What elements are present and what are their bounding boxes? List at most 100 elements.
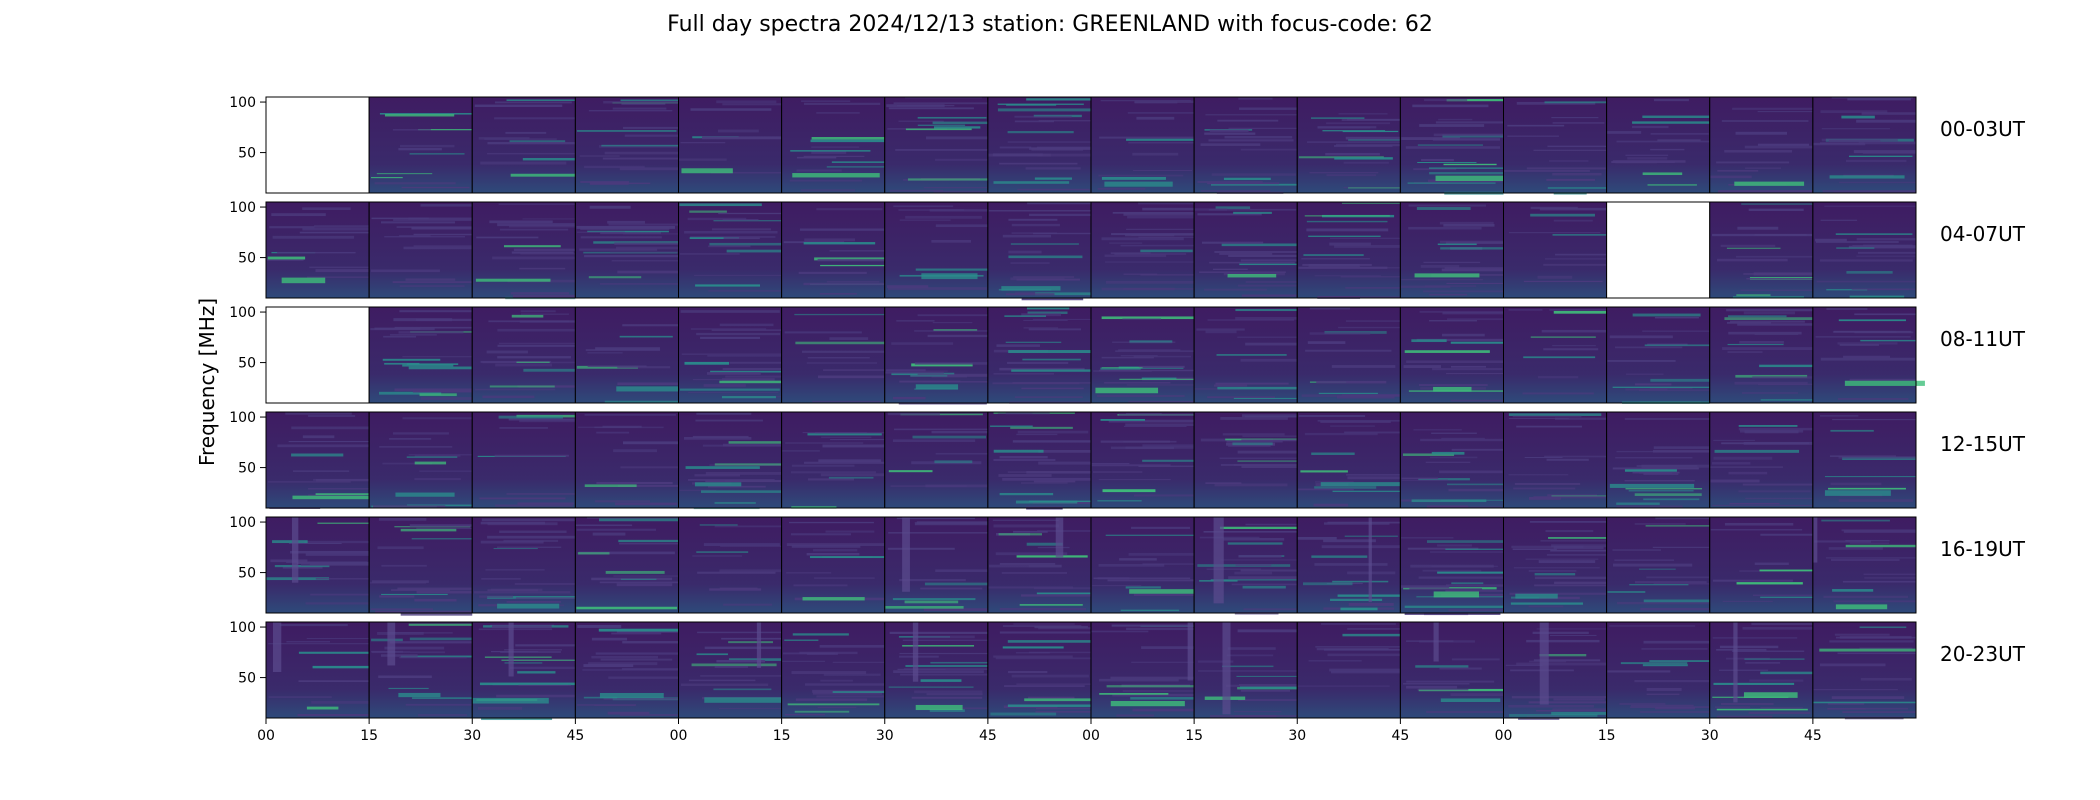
spectral-line <box>1104 261 1195 263</box>
spectral-line <box>1536 628 1607 630</box>
spectral-line <box>486 350 528 354</box>
spectral-line <box>1408 204 1487 207</box>
spectral-line <box>408 217 473 220</box>
spectral-line <box>1737 323 1813 326</box>
spectral-line <box>1612 563 1693 567</box>
spectral-line <box>782 450 820 452</box>
panel-background <box>369 202 473 298</box>
spectral-line <box>1029 651 1091 654</box>
spectral-line <box>610 251 679 253</box>
spectral-line <box>1302 582 1353 586</box>
spectral-line <box>1329 242 1371 246</box>
panel-background <box>1606 622 1710 718</box>
spectral-line <box>790 150 871 152</box>
spectral-line <box>1016 278 1081 281</box>
spectral-line <box>1512 415 1582 418</box>
spectral-line <box>1856 119 1916 123</box>
spectral-line <box>1411 339 1447 343</box>
spectral-line <box>315 577 370 580</box>
spectral-line <box>1716 715 1773 719</box>
spectral-line <box>1235 308 1298 312</box>
spectral-line <box>1015 292 1050 294</box>
spectral-line <box>1654 316 1699 319</box>
spectral-line <box>1112 693 1195 697</box>
spectrum-panel <box>678 621 789 719</box>
panel-background <box>1709 517 1813 613</box>
burst-band <box>398 692 441 698</box>
spectral-line <box>830 439 885 441</box>
empty-panel <box>265 306 370 404</box>
spectral-line <box>1233 397 1298 399</box>
spectral-line <box>1827 702 1865 705</box>
spectral-line <box>1010 243 1079 245</box>
spectral-line <box>1038 627 1091 630</box>
spectral-line <box>492 625 552 629</box>
spectral-line <box>1416 338 1504 342</box>
spectral-line <box>1316 648 1389 651</box>
spectral-line <box>1543 348 1599 351</box>
spectral-line <box>414 478 461 481</box>
spectral-line <box>498 342 576 345</box>
spectral-line <box>1126 384 1195 386</box>
spectral-line <box>1838 456 1916 459</box>
spectral-line <box>1552 234 1607 236</box>
spectral-line <box>311 700 370 704</box>
spectral-line <box>1638 389 1710 392</box>
spectrum-panel <box>1503 621 1608 720</box>
spectral-line <box>1338 113 1388 115</box>
spectral-line <box>418 129 473 131</box>
spectral-line <box>1237 336 1298 338</box>
spectral-line <box>267 259 304 261</box>
spectral-line <box>1643 473 1679 475</box>
spectral-line <box>1140 249 1193 253</box>
spectral-line <box>1642 664 1688 667</box>
row-label: 08-11UT <box>1940 327 2026 351</box>
burst-band <box>921 273 978 280</box>
spectral-line <box>1745 497 1813 500</box>
spectral-line <box>1849 542 1890 544</box>
spectral-line <box>1546 553 1607 556</box>
spectral-line <box>1437 571 1504 574</box>
spectral-line <box>719 323 774 327</box>
x-tick-label: 15 <box>360 728 378 744</box>
spectral-line <box>622 441 679 445</box>
spectral-line <box>1138 465 1195 467</box>
spectrum-panel <box>471 621 576 721</box>
spectral-line <box>1308 235 1381 237</box>
spectral-line <box>1198 670 1298 672</box>
spectral-line <box>400 655 473 658</box>
spectral-line <box>1245 281 1298 283</box>
spectrum-panel <box>1709 201 1814 299</box>
spectral-line <box>1745 167 1782 169</box>
spectral-line <box>1331 365 1396 368</box>
spectral-line <box>1035 707 1091 710</box>
spectral-line <box>1549 309 1607 311</box>
spectral-line <box>1426 711 1504 713</box>
spectral-line <box>1409 588 1483 590</box>
spectral-line <box>1400 585 1450 589</box>
spectral-line <box>1245 523 1298 526</box>
spectral-line <box>1207 396 1275 399</box>
spectral-line <box>1832 418 1916 421</box>
spectral-line <box>1724 150 1793 153</box>
spectral-line <box>924 582 988 586</box>
spectrum-panel <box>1606 96 1711 194</box>
spectrum-panel <box>368 411 473 509</box>
spectral-line <box>1237 460 1298 462</box>
spectral-line <box>719 569 782 573</box>
spectral-line <box>1544 258 1607 260</box>
spectral-line <box>477 706 523 710</box>
spectral-line <box>1607 591 1646 593</box>
spectral-line <box>1426 540 1504 543</box>
spectral-line <box>406 504 473 507</box>
spectral-line <box>516 361 550 363</box>
spectral-line <box>799 651 858 655</box>
spectral-line <box>1013 530 1048 533</box>
spectral-line <box>1625 154 1669 156</box>
spectral-line <box>1223 537 1285 541</box>
spectral-line <box>1091 463 1130 465</box>
x-tick-label: 30 <box>463 728 481 744</box>
spectral-line <box>814 577 875 579</box>
spectral-line <box>1615 457 1693 459</box>
